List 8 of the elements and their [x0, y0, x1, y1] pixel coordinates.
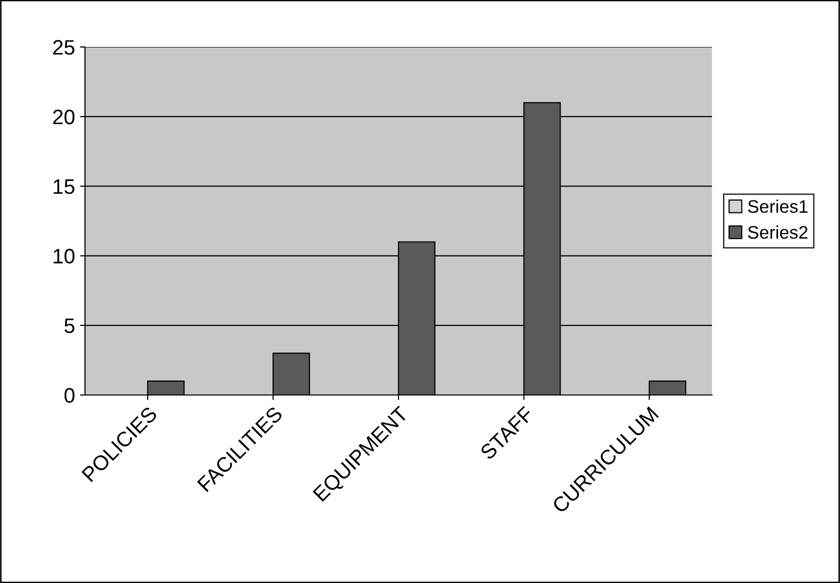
- y-tick-label: 10: [54, 248, 74, 264]
- y-tick-label: 25: [53, 40, 74, 55]
- y-tick-label: 0: [64, 388, 74, 403]
- legend-label: Series1: [748, 200, 808, 213]
- y-tick-label: 15: [54, 179, 74, 194]
- y-tick-label: 20: [53, 110, 74, 124]
- y-tick-label: 5: [64, 318, 74, 334]
- legend-label: Series2: [748, 226, 808, 239]
